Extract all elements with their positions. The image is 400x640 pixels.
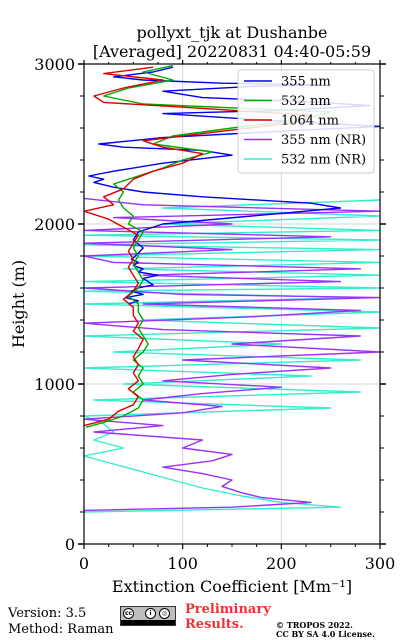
- preliminary-results-note: Preliminary Results.: [185, 602, 271, 632]
- copyright-line2: CC BY SA 4.0 License.: [276, 629, 375, 639]
- legend-label-1064-nm: 1064 nm: [281, 114, 339, 129]
- chart-title-line2: [Averaged] 20220831 04:40-05:59: [93, 42, 371, 61]
- y-tick-label-3: 3000: [34, 55, 75, 74]
- legend: 355 nm 532 nm 1064 nm 355 nm (NR) 532 nm (NR…: [237, 69, 375, 174]
- series-line-355-nm-nr: [84, 197, 380, 512]
- copyright-line1: © TROPOS 2022.: [276, 620, 353, 630]
- preliminary-line2: Results.: [185, 617, 244, 632]
- sa-icon: ◎: [159, 608, 170, 619]
- x-axis-label: Extinction Coefficient [Mm⁻¹]: [112, 577, 352, 596]
- legend-label-355-nm-nr: 355 nm (NR): [281, 133, 366, 148]
- version-text: Version: 3.5: [8, 606, 87, 621]
- x-tick-label-0: 0: [79, 554, 89, 573]
- x-tick-label-1: 100: [167, 554, 198, 573]
- preliminary-line1: Preliminary: [185, 602, 271, 617]
- by-icon: i: [145, 608, 156, 619]
- legend-box: [237, 69, 375, 174]
- x-tick-label-3: 300: [365, 554, 396, 573]
- legend-label-355-nm: 355 nm: [281, 75, 331, 90]
- legend-label-532-nm-nr: 532 nm (NR): [281, 153, 366, 168]
- cc-by-sa-badge-icon: cc i ◎: [120, 606, 176, 626]
- legend-label-532-nm: 532 nm: [281, 94, 331, 109]
- y-tick-label-1: 1000: [34, 375, 75, 394]
- chart-title-line1: pollyxt_tjk at Dushanbe: [136, 23, 327, 42]
- extinction-profile-chart: pollyxt_tjk at Dushanbe [Averaged] 20220…: [9, 23, 395, 596]
- y-tick-label-0: 0: [65, 535, 75, 554]
- method-text: Method: Raman: [8, 622, 114, 637]
- y-axis-label: Height (m): [9, 260, 28, 348]
- cc-icon: cc: [123, 608, 134, 619]
- series-line-532-nm-nr: [84, 199, 380, 513]
- x-tick-label-2: 200: [266, 554, 297, 573]
- y-tick-label-2: 2000: [34, 215, 75, 234]
